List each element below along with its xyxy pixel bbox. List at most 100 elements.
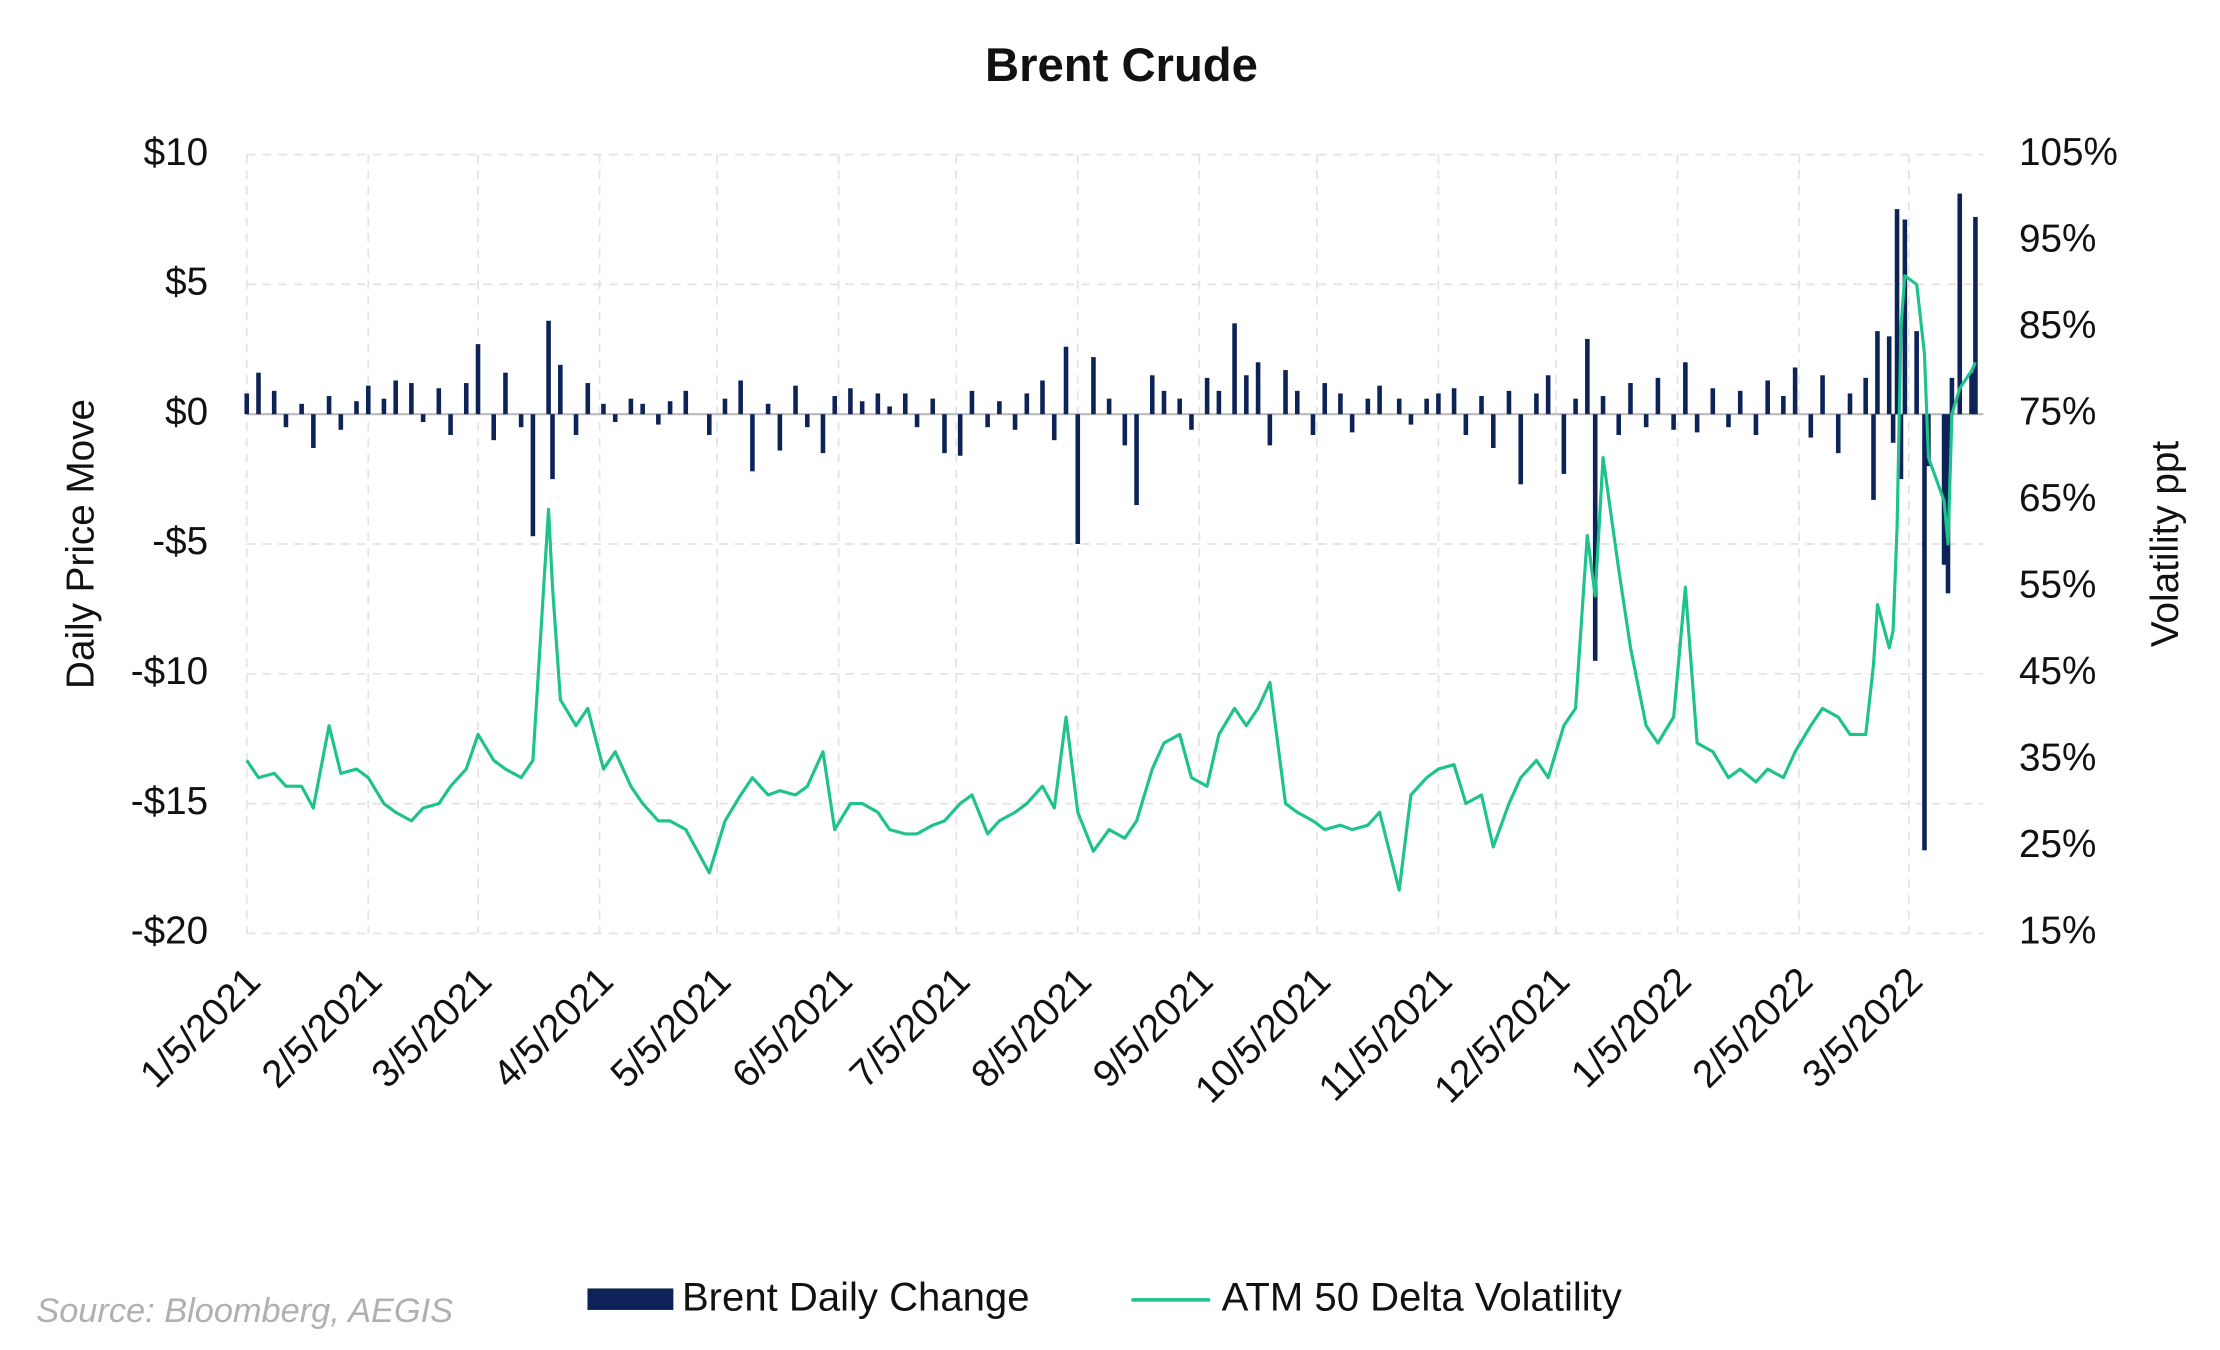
bar: [875, 393, 881, 415]
x-tick-label: 3/5/2021: [363, 960, 500, 1097]
bar: [1941, 414, 1947, 565]
bar: [750, 414, 755, 472]
y-tick-label: -$5: [152, 520, 208, 563]
bar: [1177, 398, 1182, 415]
bar: [1902, 219, 1908, 415]
bar: [1204, 377, 1210, 415]
y-axis-title: Daily Price Move: [60, 399, 103, 689]
bar: [1847, 393, 1853, 415]
bar: [1283, 370, 1288, 415]
bar: [503, 372, 508, 415]
bar: [903, 393, 908, 415]
bar: [957, 414, 963, 456]
bar: [1189, 414, 1194, 430]
bar: [420, 414, 426, 422]
bar: [930, 398, 936, 415]
bar: [1216, 390, 1222, 415]
bar: [738, 380, 743, 415]
bar: [1365, 398, 1371, 415]
chart-title: Brent Crude: [985, 39, 1258, 92]
bar: [1726, 414, 1731, 428]
x-tick-label: 2/5/2021: [254, 960, 391, 1097]
bar: [1091, 357, 1096, 415]
bar: [1592, 414, 1598, 661]
bar: [381, 398, 387, 415]
bar: [997, 401, 1002, 415]
bar: [1463, 414, 1469, 435]
bar: [326, 396, 332, 415]
bar: [1737, 390, 1743, 415]
bar: [1377, 385, 1382, 415]
bar: [338, 414, 344, 430]
bar: [550, 414, 555, 480]
bar: [354, 401, 359, 415]
bar: [1765, 380, 1770, 415]
y2-tick-label: 75%: [2019, 390, 2096, 433]
x-tick-label: 1/5/2022: [1563, 960, 1700, 1097]
bar: [1338, 393, 1343, 415]
y-tick-label: $0: [165, 390, 208, 433]
bar: [491, 414, 496, 441]
bar: [1890, 414, 1896, 443]
bar: [805, 414, 810, 428]
bar: [1232, 323, 1237, 415]
bar: [1969, 372, 1974, 415]
x-tick-label: 2/5/2022: [1684, 960, 1821, 1097]
bar: [1871, 414, 1876, 500]
bar: [1479, 396, 1484, 415]
bar: [969, 390, 975, 415]
y2-tick-label: 95%: [2019, 217, 2096, 260]
bar: [985, 414, 990, 428]
bar: [1792, 367, 1798, 415]
bar: [558, 364, 563, 415]
bar: [271, 390, 277, 415]
y-tick-label: -$15: [131, 780, 208, 823]
bar: [1051, 414, 1057, 441]
x-tick-label: 7/5/2021: [842, 960, 979, 1097]
bar: [311, 414, 316, 448]
bar: [1244, 375, 1249, 415]
bar: [1294, 390, 1300, 415]
bar: [1957, 193, 1963, 415]
bar: [1024, 393, 1030, 415]
bar: [859, 401, 865, 415]
bar: [667, 401, 673, 415]
bar: [1922, 414, 1927, 851]
labels: $10 $5 $0 -$5 -$10 -$15 -$20 105% 95% 85% 75% 65% 55…: [131, 131, 2118, 1112]
bar: [1875, 331, 1880, 415]
bar: [436, 388, 442, 415]
y2-tick-label: 55%: [2019, 563, 2096, 606]
bar: [1424, 398, 1429, 415]
bar: [1683, 362, 1688, 415]
legend: Brent Daily Change ATM 50 Delta Volatilit…: [587, 1275, 1622, 1319]
bar: [1863, 377, 1868, 415]
legend-swatch: [587, 1288, 674, 1310]
y2-tick-label: 25%: [2019, 823, 2096, 866]
bar: [1835, 414, 1841, 454]
bar: [256, 372, 261, 415]
x-tick-label: 8/5/2021: [963, 960, 1100, 1097]
bar: [585, 383, 591, 415]
bar: [1561, 414, 1567, 474]
bar: [601, 403, 606, 415]
bar: [365, 385, 371, 415]
bar: [244, 393, 250, 415]
bar: [1518, 414, 1524, 485]
bar: [1451, 388, 1457, 415]
bar: [1106, 398, 1112, 415]
bar: [463, 383, 469, 415]
bar: [1012, 414, 1018, 430]
bar: [1040, 380, 1045, 415]
bar: [283, 414, 289, 428]
bar: [1616, 414, 1622, 435]
legend-label: ATM 50 Delta Volatility: [1222, 1275, 1622, 1319]
bar: [656, 414, 661, 425]
grid: [245, 153, 1984, 935]
bar: [1894, 209, 1900, 415]
bar: [820, 414, 826, 454]
bar: [530, 414, 536, 537]
bar: [546, 320, 551, 415]
y2-tick-label: 85%: [2019, 304, 2096, 347]
